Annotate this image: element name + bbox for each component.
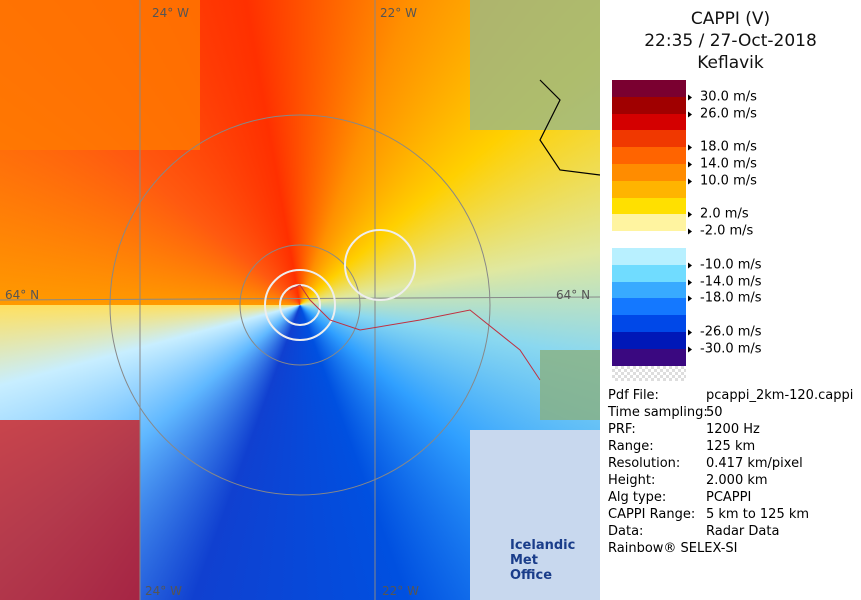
color-swatch <box>612 348 686 366</box>
color-swatch <box>612 96 686 114</box>
range-rings <box>0 0 600 600</box>
site: Keflavik <box>697 53 764 73</box>
info-row: Height: 2.000 km <box>608 473 768 488</box>
map-label: 24° W <box>145 584 182 598</box>
no-data-area <box>470 430 600 600</box>
info-value: PCAPPI <box>706 490 752 505</box>
info-label: Range: <box>608 439 654 454</box>
color-swatch <box>612 264 686 282</box>
color-swatch <box>612 80 686 97</box>
title: CAPPI (V) <box>690 9 771 29</box>
info-label: Time sampling: <box>608 405 708 420</box>
info-label: Alg type: <box>608 490 667 505</box>
info-value: 125 km <box>706 439 756 454</box>
info-row: Data: Radar Data <box>608 524 779 539</box>
legend-label: -18.0 m/s <box>688 290 762 306</box>
legend-label: 18.0 m/s <box>688 139 757 155</box>
info-label: Data: <box>608 524 644 539</box>
color-swatch <box>612 214 686 232</box>
logo-text: Office <box>510 568 553 583</box>
legend-label: -10.0 m/s <box>688 257 762 273</box>
info-label: PRF: <box>608 422 636 437</box>
map-label: 64° N <box>556 288 591 302</box>
footer: Rainbow® SELEX-SI <box>608 541 738 556</box>
map-label: 22° W <box>382 584 419 598</box>
color-swatch <box>612 331 686 349</box>
color-swatch <box>612 281 686 299</box>
legend-label: 30.0 m/s <box>688 89 757 105</box>
land-area <box>540 350 600 420</box>
color-swatch <box>612 197 686 215</box>
info-value: 0.417 km/pixel <box>706 456 803 471</box>
info-value: 2.000 km <box>706 473 768 488</box>
info-row: Resolution: 0.417 km/pixel <box>608 456 803 471</box>
legend-label: 26.0 m/s <box>688 106 757 122</box>
info-label: CAPPI Range: <box>608 507 696 522</box>
color-swatch <box>612 163 686 181</box>
time: 22:35 / 27-Oct-2018 <box>644 31 817 51</box>
legend-label: -26.0 m/s <box>688 324 762 340</box>
color-swatch <box>612 147 686 164</box>
map-label: 24° W <box>152 6 189 20</box>
color-swatch <box>612 298 686 316</box>
info-row: Pdf File: pcappi_2km-120.cappi <box>608 388 853 403</box>
echo-area <box>0 0 200 150</box>
color-swatch <box>612 130 686 148</box>
info-row: Alg type: PCAPPI <box>608 490 751 505</box>
color-swatch <box>612 315 686 332</box>
color-swatch <box>612 231 686 248</box>
color-swatch <box>612 113 686 131</box>
logo: Icelandic Met Office <box>510 538 600 583</box>
info-row: Time sampling: 50 <box>608 405 723 420</box>
info-row: CAPPI Range: 5 km to 125 km <box>608 507 809 522</box>
info-label: Pdf File: <box>608 388 659 403</box>
map-label: 22° W <box>380 6 417 20</box>
info-row: Range: 125 km <box>608 439 755 454</box>
info-value: Radar Data <box>706 524 780 539</box>
info-value: pcappi_2km-120.cappi <box>706 388 854 403</box>
legend-label: 10.0 m/s <box>688 173 757 189</box>
radar-image: 24° W 22° W 64° N 64° N 24° W 22° W Icel… <box>0 0 600 600</box>
info-value: 50 <box>706 405 723 420</box>
legend-label: -30.0 m/s <box>688 341 762 357</box>
color-scale <box>612 80 686 381</box>
color-swatch <box>612 180 686 198</box>
no-data-swatch <box>612 365 686 381</box>
info-label: Height: <box>608 473 656 488</box>
logo-text: Icelandic Met <box>510 538 576 568</box>
map-label: 64° N <box>5 288 40 302</box>
color-swatch <box>612 247 686 265</box>
legend-label: 2.0 m/s <box>688 206 749 222</box>
info-value: 5 km to 125 km <box>706 507 810 522</box>
legend-label: -14.0 m/s <box>688 274 762 290</box>
info-label: Resolution: <box>608 456 681 471</box>
info-row: PRF: 1200 Hz <box>608 422 760 437</box>
land-area <box>470 0 600 130</box>
info-value: 1200 Hz <box>706 422 760 437</box>
legend-label: 14.0 m/s <box>688 156 757 172</box>
legend-label: -2.0 m/s <box>687 223 754 239</box>
echo-area <box>0 420 140 600</box>
